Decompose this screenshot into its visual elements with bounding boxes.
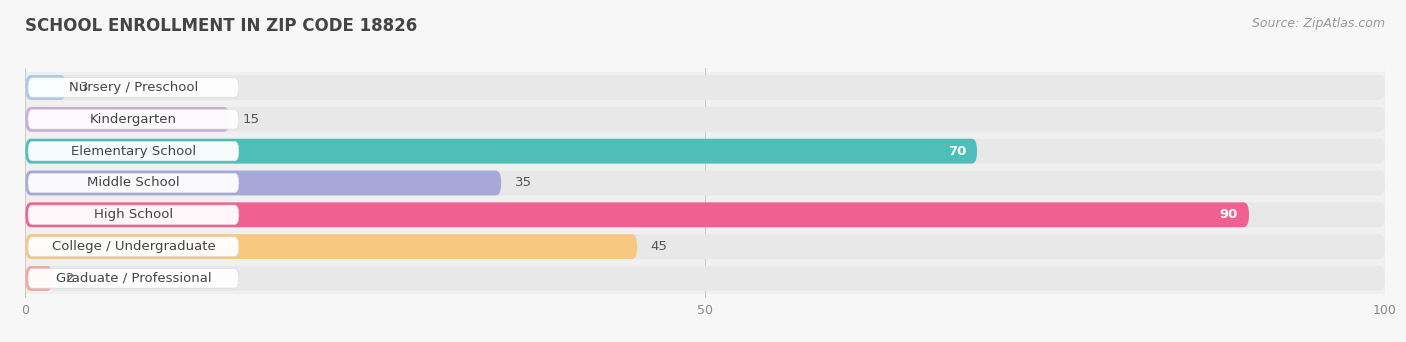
FancyBboxPatch shape <box>25 75 66 100</box>
Text: 2: 2 <box>66 272 75 285</box>
FancyBboxPatch shape <box>25 171 1385 195</box>
FancyBboxPatch shape <box>25 266 52 291</box>
FancyBboxPatch shape <box>18 71 1392 103</box>
Text: 35: 35 <box>515 176 531 189</box>
FancyBboxPatch shape <box>28 269 239 288</box>
Text: 90: 90 <box>1219 208 1239 221</box>
FancyBboxPatch shape <box>25 75 1385 100</box>
Text: Nursery / Preschool: Nursery / Preschool <box>69 81 198 94</box>
FancyBboxPatch shape <box>28 142 239 161</box>
Text: 15: 15 <box>243 113 260 126</box>
FancyBboxPatch shape <box>28 173 239 193</box>
Text: Middle School: Middle School <box>87 176 180 189</box>
Text: 3: 3 <box>80 81 89 94</box>
Text: Source: ZipAtlas.com: Source: ZipAtlas.com <box>1251 17 1385 30</box>
FancyBboxPatch shape <box>25 234 1385 259</box>
Text: Kindergarten: Kindergarten <box>90 113 177 126</box>
Text: 45: 45 <box>651 240 668 253</box>
FancyBboxPatch shape <box>18 263 1392 294</box>
FancyBboxPatch shape <box>25 234 637 259</box>
Text: High School: High School <box>94 208 173 221</box>
FancyBboxPatch shape <box>25 107 229 132</box>
FancyBboxPatch shape <box>25 139 977 163</box>
FancyBboxPatch shape <box>28 205 239 224</box>
FancyBboxPatch shape <box>18 167 1392 199</box>
FancyBboxPatch shape <box>18 135 1392 167</box>
FancyBboxPatch shape <box>18 231 1392 263</box>
FancyBboxPatch shape <box>18 199 1392 231</box>
FancyBboxPatch shape <box>28 237 239 256</box>
FancyBboxPatch shape <box>18 103 1392 135</box>
Text: 70: 70 <box>948 145 966 158</box>
FancyBboxPatch shape <box>25 202 1249 227</box>
FancyBboxPatch shape <box>25 139 1385 163</box>
FancyBboxPatch shape <box>25 266 1385 291</box>
FancyBboxPatch shape <box>28 78 239 97</box>
FancyBboxPatch shape <box>28 110 239 129</box>
Text: Graduate / Professional: Graduate / Professional <box>56 272 211 285</box>
FancyBboxPatch shape <box>25 202 1385 227</box>
Text: College / Undergraduate: College / Undergraduate <box>52 240 215 253</box>
FancyBboxPatch shape <box>25 107 1385 132</box>
Text: Elementary School: Elementary School <box>70 145 195 158</box>
Text: SCHOOL ENROLLMENT IN ZIP CODE 18826: SCHOOL ENROLLMENT IN ZIP CODE 18826 <box>25 17 418 35</box>
FancyBboxPatch shape <box>25 171 501 195</box>
